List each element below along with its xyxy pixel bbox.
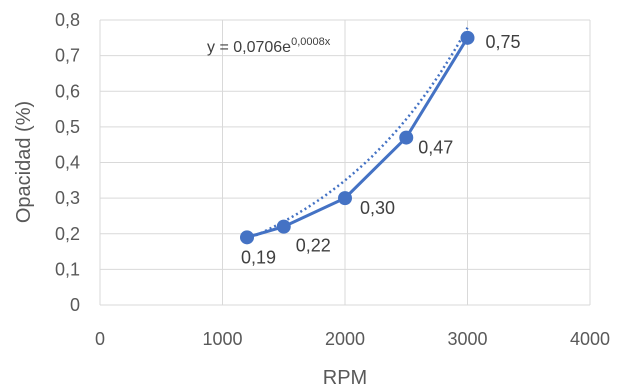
data-label: 0,22 xyxy=(296,236,331,256)
data-label: 0,30 xyxy=(360,198,395,218)
y-tick-label: 0,4 xyxy=(55,153,80,173)
data-point xyxy=(399,130,414,145)
gridlines xyxy=(99,19,591,306)
x-axis-ticks: 0 1000 2000 3000 4000 xyxy=(95,329,610,349)
data-labels: 0,19 0,22 0,30 0,47 0,75 xyxy=(241,32,521,268)
y-tick-label: 0,3 xyxy=(55,188,80,208)
data-point xyxy=(338,191,352,206)
y-axis-title: Opacidad (%) xyxy=(13,101,35,223)
x-tick-label: 3000 xyxy=(447,329,487,349)
data-label: 0,19 xyxy=(241,247,276,267)
y-tick-label: 0,2 xyxy=(55,224,80,244)
y-tick-label: 0,7 xyxy=(55,46,80,66)
y-axis-ticks: 0 0,1 0,2 0,3 0,4 0,5 0,6 0,7 0,8 xyxy=(55,10,80,315)
x-tick-label: 1000 xyxy=(202,329,242,349)
data-label: 0,75 xyxy=(486,32,521,52)
data-point xyxy=(276,219,291,234)
data-point xyxy=(240,230,254,245)
y-tick-label: 0 xyxy=(70,295,80,315)
y-tick-label: 0,5 xyxy=(55,117,80,137)
series-opacidad xyxy=(240,30,475,245)
x-tick-label: 0 xyxy=(95,329,105,349)
y-tick-label: 0,8 xyxy=(55,10,80,30)
y-tick-label: 0,1 xyxy=(55,259,80,279)
y-tick-label: 0,6 xyxy=(55,81,80,101)
x-axis-title: RPM xyxy=(323,367,367,389)
x-tick-label: 2000 xyxy=(325,329,365,349)
data-label: 0,47 xyxy=(418,138,453,158)
data-point xyxy=(460,30,475,45)
trendline-equation: y = 0,0706e0,0008x xyxy=(207,36,331,56)
x-tick-label: 4000 xyxy=(570,329,610,349)
